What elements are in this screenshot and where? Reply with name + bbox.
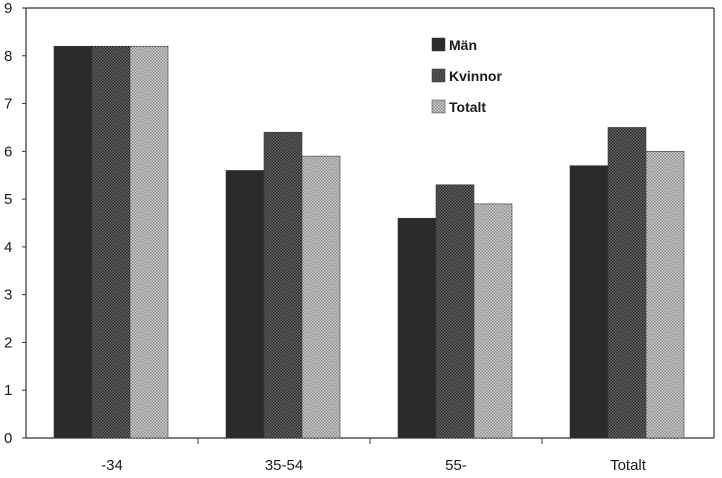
y-tick-label: 0: [4, 430, 12, 447]
x-tick-label: -34: [101, 457, 123, 474]
bar: [53, 45, 93, 439]
y-tick-label: 9: [4, 0, 12, 17]
bar: [607, 127, 647, 439]
bar: [263, 131, 303, 439]
y-tick-label: 5: [4, 191, 12, 208]
legend-label: Totalt: [449, 99, 486, 115]
x-tick-label: Totalt: [610, 457, 647, 474]
x-tick-label: 55-: [445, 457, 467, 474]
bar: [473, 203, 513, 439]
legend-label: Kvinnor: [449, 68, 502, 84]
bar: [301, 155, 341, 439]
x-tick-label: 35-54: [265, 457, 303, 474]
y-tick-label: 8: [4, 48, 12, 65]
y-tick-label: 3: [4, 287, 12, 304]
bar: [397, 217, 437, 439]
bars: [53, 45, 685, 439]
y-tick-label: 1: [4, 382, 12, 399]
y-tick-label: 2: [4, 334, 12, 351]
bar: [569, 165, 609, 439]
legend: Män Kvinnor Totalt: [431, 37, 502, 115]
legend-label: Män: [449, 37, 477, 53]
y-tick-label: 7: [4, 96, 12, 113]
y-tick-label: 4: [4, 239, 12, 256]
legend-swatch: [431, 37, 446, 52]
y-axis: 0 1 2 3 4 5 6 7 8 9: [4, 0, 26, 447]
bar: [645, 151, 685, 439]
bar: [91, 45, 131, 439]
legend-swatch: [431, 68, 446, 83]
legend-swatch: [431, 99, 446, 114]
bar: [129, 45, 169, 439]
y-tick-label: 6: [4, 143, 12, 160]
bar: [435, 184, 475, 439]
bar: [225, 170, 265, 439]
x-axis: -34 35-54 55- Totalt: [101, 438, 647, 474]
